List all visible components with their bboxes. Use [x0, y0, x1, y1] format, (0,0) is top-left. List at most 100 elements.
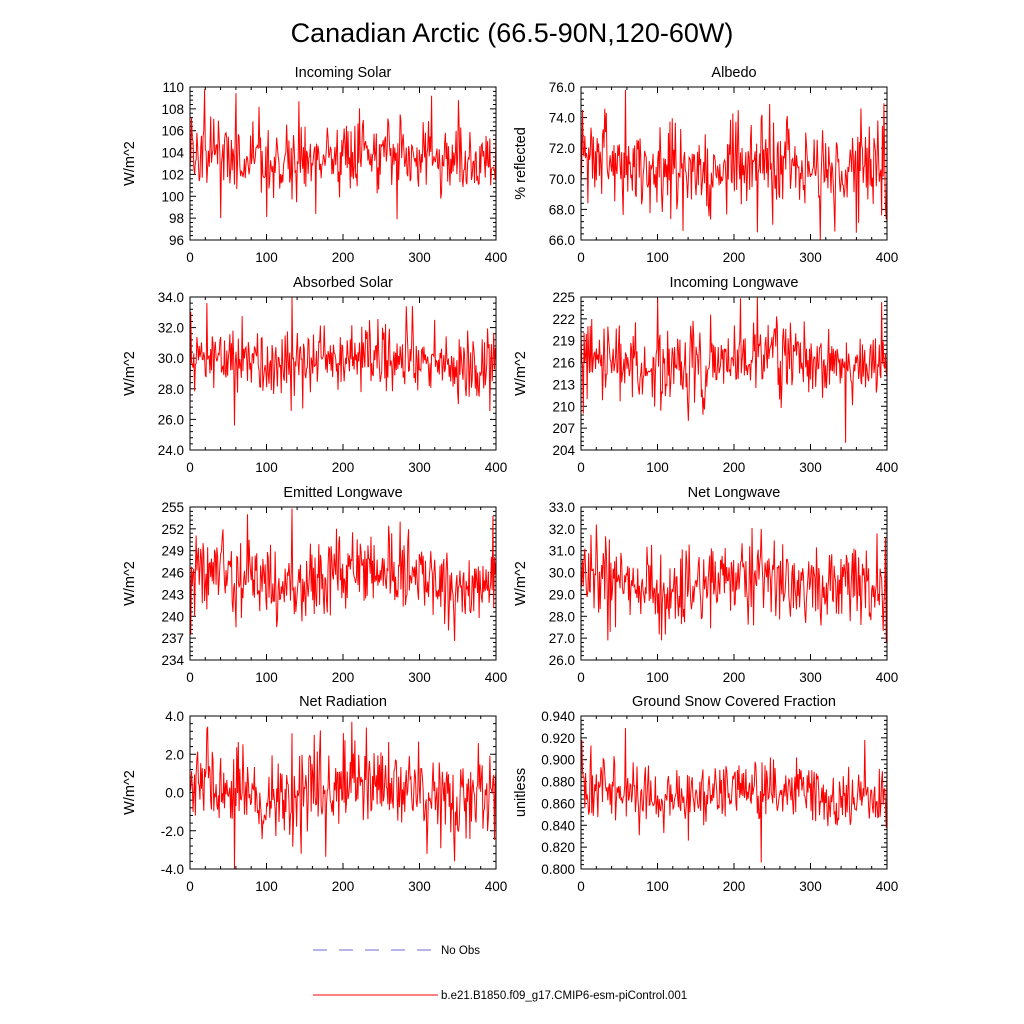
y-tick-label: 29.0: [549, 587, 575, 602]
plot-frame: [189, 506, 497, 661]
x-tick-label: 0: [577, 250, 585, 265]
y-tick-label: 207: [552, 421, 575, 436]
y-axis-label: W/m^2: [513, 351, 529, 396]
y-tick-label: 240: [161, 609, 184, 624]
y-tick-label: 249: [161, 544, 184, 559]
y-tick-label: 0.840: [541, 818, 575, 833]
panel-title: Absorbed Solar: [293, 275, 393, 291]
x-tick-label: 0: [186, 670, 194, 685]
x-tick-label: 300: [799, 879, 822, 894]
panel-title: Net Longwave: [688, 485, 781, 501]
x-tick-label: 200: [723, 879, 746, 894]
y-tick-label: 31.0: [549, 544, 575, 559]
y-tick-label: 30.0: [549, 566, 575, 581]
x-tick-label: 300: [408, 460, 431, 475]
y-tick-label: 0.880: [541, 775, 575, 790]
y-tick-label: 237: [161, 631, 184, 646]
x-tick-label: 300: [408, 879, 431, 894]
y-tick-label: 28.0: [549, 609, 575, 624]
y-tick-label: 66.0: [549, 233, 575, 248]
x-tick-label: 100: [646, 460, 669, 475]
y-tick-label: 0.900: [541, 753, 575, 768]
chart-panel-7: Net Radiation W/m^2 -4.0 -2.0 0.0 2.0 4.0 0 100 2…: [122, 694, 507, 894]
x-tick-label: 400: [485, 670, 508, 685]
panel-title: Incoming Solar: [295, 65, 392, 81]
panel-title: Incoming Longwave: [670, 275, 799, 291]
x-tick-label: 0: [186, 250, 194, 265]
plot-frame: [189, 296, 497, 451]
legend: No Obs b.e21.B1850.f09_g17.CMIP6-esm-piC…: [313, 945, 687, 1002]
y-tick-label: 246: [161, 566, 184, 581]
y-axis-label: W/m^2: [122, 770, 138, 815]
y-tick-label: 106: [161, 124, 184, 139]
x-tick-label: 200: [332, 670, 355, 685]
x-tick-label: 400: [876, 879, 899, 894]
chart-panel-1: Incoming Solar W/m^2 96 98 100 102 104 106 108 11…: [122, 65, 507, 265]
y-tick-label: 4.0: [165, 709, 184, 724]
x-tick-label: 200: [723, 670, 746, 685]
y-tick-label: 33.0: [549, 500, 575, 515]
y-axis-label: W/m^2: [513, 561, 529, 606]
plot-frame: [189, 715, 497, 870]
plot-frame: [580, 715, 888, 870]
x-tick-label: 100: [646, 670, 669, 685]
x-tick-label: 200: [332, 250, 355, 265]
panel-title: Albedo: [711, 65, 756, 81]
y-tick-label: 32.0: [158, 321, 184, 336]
series-line: [189, 296, 497, 426]
y-tick-label: 204: [552, 443, 575, 458]
series-line: [580, 524, 888, 643]
y-tick-label: 68.0: [549, 202, 575, 217]
plot-frame: [189, 86, 497, 241]
y-axis-label: W/m^2: [122, 561, 138, 606]
y-tick-label: 74.0: [549, 111, 575, 126]
series-line: [189, 721, 497, 870]
panel-title: Net Radiation: [299, 694, 387, 710]
y-tick-label: 100: [161, 189, 184, 204]
chart-panel-5: Emitted Longwave W/m^2 234 237 240 243 246 249 2…: [122, 485, 507, 685]
y-tick-label: 110: [162, 80, 184, 95]
y-tick-label: 2.0: [165, 747, 184, 762]
y-tick-label: 30.0: [158, 351, 184, 366]
x-tick-label: 300: [408, 670, 431, 685]
panel-title: Emitted Longwave: [283, 485, 402, 501]
y-axis-label: W/m^2: [122, 351, 138, 396]
chart-panel-8: Ground Snow Covered Fraction unitless 0.80…: [513, 694, 898, 894]
x-tick-label: 200: [723, 460, 746, 475]
y-tick-label: 104: [161, 146, 184, 161]
y-tick-label: 213: [552, 377, 575, 392]
chart-panel-4: Incoming Longwave W/m^2 204 207 210 213 216 219…: [513, 275, 898, 475]
x-tick-label: 200: [332, 879, 355, 894]
y-tick-label: 243: [161, 587, 184, 602]
x-tick-label: 400: [876, 250, 899, 265]
x-tick-label: 100: [255, 460, 278, 475]
y-tick-label: 24.0: [158, 443, 184, 458]
y-tick-label: 216: [552, 356, 575, 371]
x-tick-label: 100: [255, 670, 278, 685]
panel-title: Ground Snow Covered Fraction: [632, 694, 836, 710]
x-tick-label: 400: [876, 670, 899, 685]
series-line: [580, 90, 888, 241]
y-tick-label: 0.800: [541, 862, 575, 877]
y-tick-label: 255: [161, 500, 184, 515]
y-tick-label: 27.0: [549, 631, 575, 646]
y-axis-label: W/m^2: [122, 141, 138, 186]
y-tick-label: 108: [161, 102, 184, 117]
x-tick-label: 0: [577, 670, 585, 685]
y-tick-label: -2.0: [161, 824, 184, 839]
y-tick-label: 76.0: [549, 80, 575, 95]
figure-title: Canadian Arctic (66.5-90N,120-60W): [291, 18, 734, 48]
y-tick-label: 26.0: [549, 653, 575, 668]
plot-frame: [580, 86, 888, 241]
x-tick-label: 400: [485, 879, 508, 894]
y-tick-label: 0.940: [541, 709, 575, 724]
x-tick-label: 300: [408, 250, 431, 265]
y-tick-label: 32.0: [549, 522, 575, 537]
chart-panel-3: Absorbed Solar W/m^2 24.0 26.0 28.0 30.0 32.0 3…: [122, 275, 507, 475]
y-tick-label: 34.0: [158, 290, 184, 305]
y-tick-label: 0.820: [541, 840, 575, 855]
y-tick-label: 219: [552, 334, 575, 349]
series-line: [580, 728, 888, 863]
y-tick-label: 225: [552, 290, 575, 305]
